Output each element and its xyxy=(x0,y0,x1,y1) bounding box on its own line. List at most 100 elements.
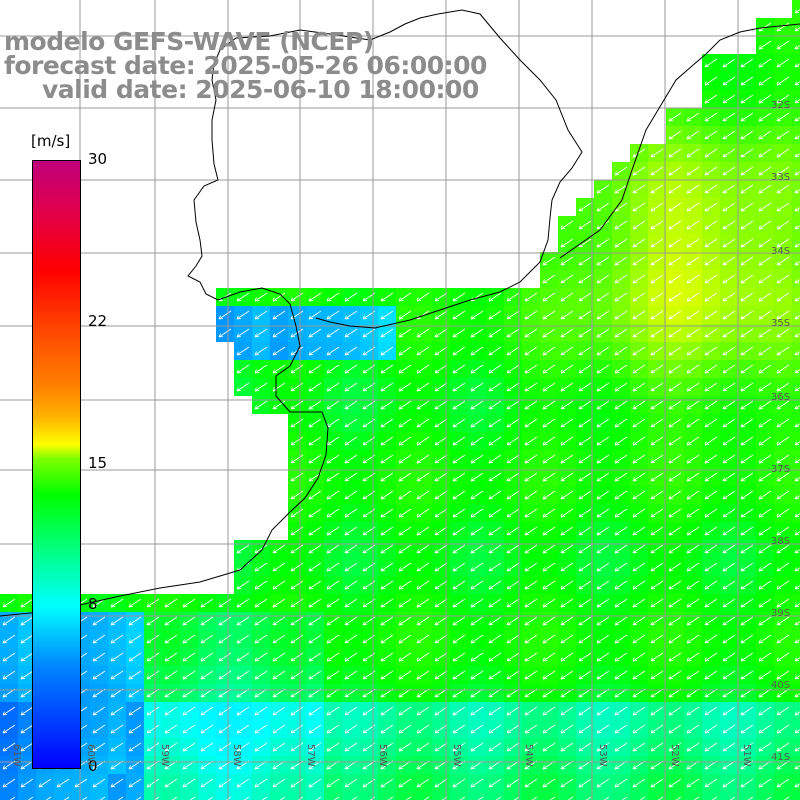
wind-direction-arrow-icon xyxy=(290,292,304,302)
wind-direction-arrow-icon xyxy=(488,544,502,554)
wind-direction-arrow-icon xyxy=(326,562,340,572)
wind-direction-arrow-icon xyxy=(524,454,538,464)
wind-direction-arrow-icon xyxy=(81,796,88,800)
wind-direction-arrow-icon xyxy=(686,742,700,752)
wind-direction-arrow-icon xyxy=(758,202,772,212)
wind-direction-arrow-icon xyxy=(236,742,250,752)
wind-direction-arrow-icon xyxy=(398,490,412,500)
wind-direction-arrow-icon xyxy=(470,436,484,446)
wind-direction-arrow-icon xyxy=(614,274,628,284)
wind-direction-arrow-icon xyxy=(794,693,800,698)
wind-direction-arrow-icon xyxy=(308,292,322,302)
wind-direction-arrow-icon xyxy=(506,490,520,500)
wind-direction-arrow-icon xyxy=(416,472,430,482)
wind-direction-arrow-icon xyxy=(686,544,700,554)
wind-direction-arrow-icon xyxy=(722,130,736,140)
wind-direction-arrow-icon xyxy=(452,400,466,410)
wind-direction-arrow-icon xyxy=(668,328,682,338)
wind-direction-arrow-icon xyxy=(542,544,556,554)
wind-direction-arrow-icon xyxy=(776,112,790,122)
wind-direction-arrow-icon xyxy=(686,634,700,644)
longitude-label: 58W xyxy=(231,744,242,767)
wind-speed-cell xyxy=(234,792,252,800)
wind-direction-arrow-icon xyxy=(344,472,358,482)
wind-direction-arrow-icon xyxy=(704,130,718,140)
wind-direction-arrow-icon xyxy=(567,796,574,800)
wind-direction-arrow-icon xyxy=(578,328,592,338)
wind-direction-arrow-icon xyxy=(308,598,322,608)
wind-direction-arrow-icon xyxy=(380,400,394,410)
wind-direction-arrow-icon xyxy=(614,670,628,680)
wind-direction-arrow-icon xyxy=(416,652,430,662)
wind-direction-arrow-icon xyxy=(722,202,736,212)
wind-direction-arrow-icon xyxy=(380,454,394,464)
wind-direction-arrow-icon xyxy=(704,580,718,590)
wind-direction-arrow-icon xyxy=(596,184,610,194)
wind-direction-arrow-icon xyxy=(776,778,790,788)
wind-direction-arrow-icon xyxy=(506,742,520,752)
colorbar-tick-label: 15 xyxy=(88,453,108,472)
wind-direction-arrow-icon xyxy=(470,454,484,464)
wind-direction-arrow-icon xyxy=(758,184,772,194)
wind-direction-arrow-icon xyxy=(596,346,610,356)
wind-direction-arrow-icon xyxy=(776,184,790,194)
wind-direction-arrow-icon xyxy=(722,526,736,536)
wind-direction-arrow-icon xyxy=(740,706,754,716)
wind-direction-arrow-icon xyxy=(560,292,574,302)
wind-direction-arrow-icon xyxy=(272,778,286,788)
wind-direction-arrow-icon xyxy=(452,436,466,446)
wind-direction-arrow-icon xyxy=(776,22,790,32)
wind-direction-arrow-icon xyxy=(344,364,358,374)
wind-direction-arrow-icon xyxy=(506,634,520,644)
wind-direction-arrow-icon xyxy=(596,274,610,284)
wind-direction-arrow-icon xyxy=(20,670,34,680)
wind-direction-arrow-icon xyxy=(758,58,772,68)
wind-direction-arrow-icon xyxy=(668,436,682,446)
wind-direction-arrow-icon xyxy=(668,274,682,284)
wind-direction-arrow-icon xyxy=(560,364,574,374)
wind-direction-arrow-icon xyxy=(668,382,682,392)
wind-direction-arrow-icon xyxy=(308,652,322,662)
wind-direction-arrow-icon xyxy=(452,580,466,590)
wind-direction-arrow-icon xyxy=(776,652,790,662)
wind-direction-arrow-icon xyxy=(200,742,214,752)
wind-direction-arrow-icon xyxy=(308,706,322,716)
wind-direction-arrow-icon xyxy=(164,778,178,788)
wind-direction-arrow-icon xyxy=(20,616,34,626)
wind-direction-arrow-icon xyxy=(740,724,754,734)
wind-direction-arrow-icon xyxy=(290,562,304,572)
wind-direction-arrow-icon xyxy=(290,580,304,590)
wind-direction-arrow-icon xyxy=(740,382,754,392)
wind-direction-arrow-icon xyxy=(722,490,736,500)
wind-direction-arrow-icon xyxy=(578,364,592,374)
wind-direction-arrow-icon xyxy=(776,310,790,320)
wind-direction-arrow-icon xyxy=(686,130,700,140)
wind-speed-cell xyxy=(792,252,800,270)
wind-direction-arrow-icon xyxy=(189,796,196,800)
wind-direction-arrow-icon xyxy=(182,598,196,608)
wind-direction-arrow-icon xyxy=(398,778,412,788)
wind-direction-arrow-icon xyxy=(794,99,800,104)
wind-direction-arrow-icon xyxy=(758,76,772,86)
wind-direction-arrow-icon xyxy=(2,706,16,716)
wind-direction-arrow-icon xyxy=(596,670,610,680)
wind-direction-arrow-icon xyxy=(776,562,790,572)
wind-direction-arrow-icon xyxy=(452,490,466,500)
wind-speed-cell xyxy=(792,90,800,108)
wind-direction-arrow-icon xyxy=(722,778,736,788)
wind-direction-arrow-icon xyxy=(686,112,700,122)
wind-direction-arrow-icon xyxy=(704,634,718,644)
wind-direction-arrow-icon xyxy=(488,724,502,734)
wind-direction-arrow-icon xyxy=(758,256,772,266)
wind-direction-arrow-icon xyxy=(92,742,106,752)
wind-direction-arrow-icon xyxy=(776,238,790,248)
wind-direction-arrow-icon xyxy=(776,130,790,140)
wind-speed-cell xyxy=(288,792,306,800)
wind-direction-arrow-icon xyxy=(740,526,754,536)
wind-direction-arrow-icon xyxy=(758,238,772,248)
wind-direction-arrow-icon xyxy=(704,238,718,248)
wind-direction-arrow-icon xyxy=(650,418,664,428)
wind-direction-arrow-icon xyxy=(254,598,268,608)
wind-direction-arrow-icon xyxy=(704,742,718,752)
wind-direction-arrow-icon xyxy=(380,382,394,392)
